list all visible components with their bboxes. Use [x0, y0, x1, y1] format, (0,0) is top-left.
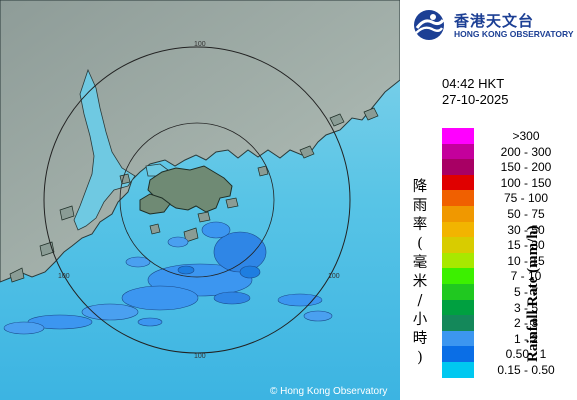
lantau-island [139, 193, 171, 215]
observation-date: 27-10-2025 [442, 92, 509, 107]
legend-swatch [442, 221, 474, 238]
ring-label-south: 100 [194, 353, 206, 360]
legend-label: 1 - 2 [513, 331, 538, 346]
legend-row: 10 - 15 [442, 252, 572, 269]
legend-label: 0.15 - 0.50 [497, 362, 555, 377]
legend-row: 0.50 - 1 [442, 346, 572, 362]
legend-swatch [442, 174, 474, 191]
rain-echo-area [3, 221, 333, 335]
legend-swatch [442, 361, 474, 378]
legend-row: 2 - 3 [442, 315, 572, 331]
legend-label: 5 - 7 [513, 284, 538, 299]
legend-swatch [442, 346, 474, 362]
legend-row: 150 - 200 [442, 159, 572, 175]
legend-label: 30 - 50 [507, 222, 545, 237]
legend-swatch [442, 330, 474, 347]
rainfall-rate-legend: >300 200 - 300 150 - 200 100 - 150 75 - 100 5… [442, 128, 572, 378]
legend-label: 2 - 3 [513, 316, 538, 331]
legend-swatch [442, 190, 474, 206]
legend-row: 15 - 30 [442, 237, 572, 253]
legend-label: 15 - 30 [507, 238, 545, 253]
legend-panel: 香港天文台 HONG KONG OBSERVATORY 04:42 HKT 27… [400, 0, 577, 400]
legend-row: 75 - 100 [442, 190, 572, 206]
pearl-river-estuary [73, 68, 136, 231]
legend-row: 200 - 300 [442, 143, 572, 160]
ring-label-west: 100 [58, 273, 70, 280]
legend-label: 10 - 15 [507, 253, 545, 268]
legend-label: 7 - 10 [510, 269, 542, 284]
range-ring-inner [119, 122, 275, 278]
legend-swatch [442, 299, 474, 316]
legend-label: >300 [512, 129, 540, 143]
legend-swatch [442, 128, 474, 144]
legend-swatch [442, 237, 474, 253]
legend-swatch [442, 205, 474, 222]
legend-row: 0.15 - 0.50 [442, 361, 572, 378]
legend-swatch [442, 143, 474, 160]
legend-row: 3 - 5 [442, 299, 572, 316]
legend-row: 5 - 7 [442, 283, 572, 300]
legend-title-chinese: 降雨率(毫米 / 小時) [412, 179, 428, 366]
legend-swatch [442, 268, 474, 284]
range-ring-labels: 100 100 100 100 [58, 41, 340, 360]
observatory-logo: 香港天文台 HONG KONG OBSERVATORY [412, 8, 574, 42]
legend-label: 3 - 5 [513, 300, 538, 315]
ring-label-east: 100 [328, 273, 340, 280]
legend-label: 150 - 200 [500, 160, 552, 175]
legend-label: 100 - 150 [500, 175, 552, 190]
legend-row: 30 - 50 [442, 221, 572, 238]
legend-label: 50 - 75 [507, 206, 545, 221]
legend-swatch [442, 252, 474, 269]
range-ring-outer [43, 46, 351, 354]
legend-swatch [442, 315, 474, 331]
legend-swatch [442, 283, 474, 300]
legend-row: 50 - 75 [442, 205, 572, 222]
legend-row: >300 [442, 128, 572, 144]
legend-row: 7 - 10 [442, 268, 572, 284]
org-name-english: HONG KONG OBSERVATORY [454, 29, 574, 39]
range-rings [43, 46, 351, 354]
copyright-text: © Hong Kong Observatory [270, 386, 387, 397]
offshore-islands [9, 107, 379, 283]
ring-label-north: 100 [194, 41, 206, 48]
legend-label: 200 - 300 [500, 144, 552, 159]
mainland-landmass [0, 0, 400, 283]
radar-map: 100 100 100 100 © Hong Kong Observatory [0, 0, 400, 400]
legend-row: 100 - 150 [442, 174, 572, 191]
observatory-emblem-icon [414, 10, 445, 40]
legend-label: 0.50 - 1 [505, 347, 547, 362]
legend-label: 75 - 100 [503, 191, 549, 206]
legend-swatch [442, 159, 474, 175]
org-name-chinese: 香港天文台 [454, 12, 535, 30]
legend-row: 1 - 2 [442, 330, 572, 347]
observation-time: 04:42 HKT [442, 76, 505, 91]
